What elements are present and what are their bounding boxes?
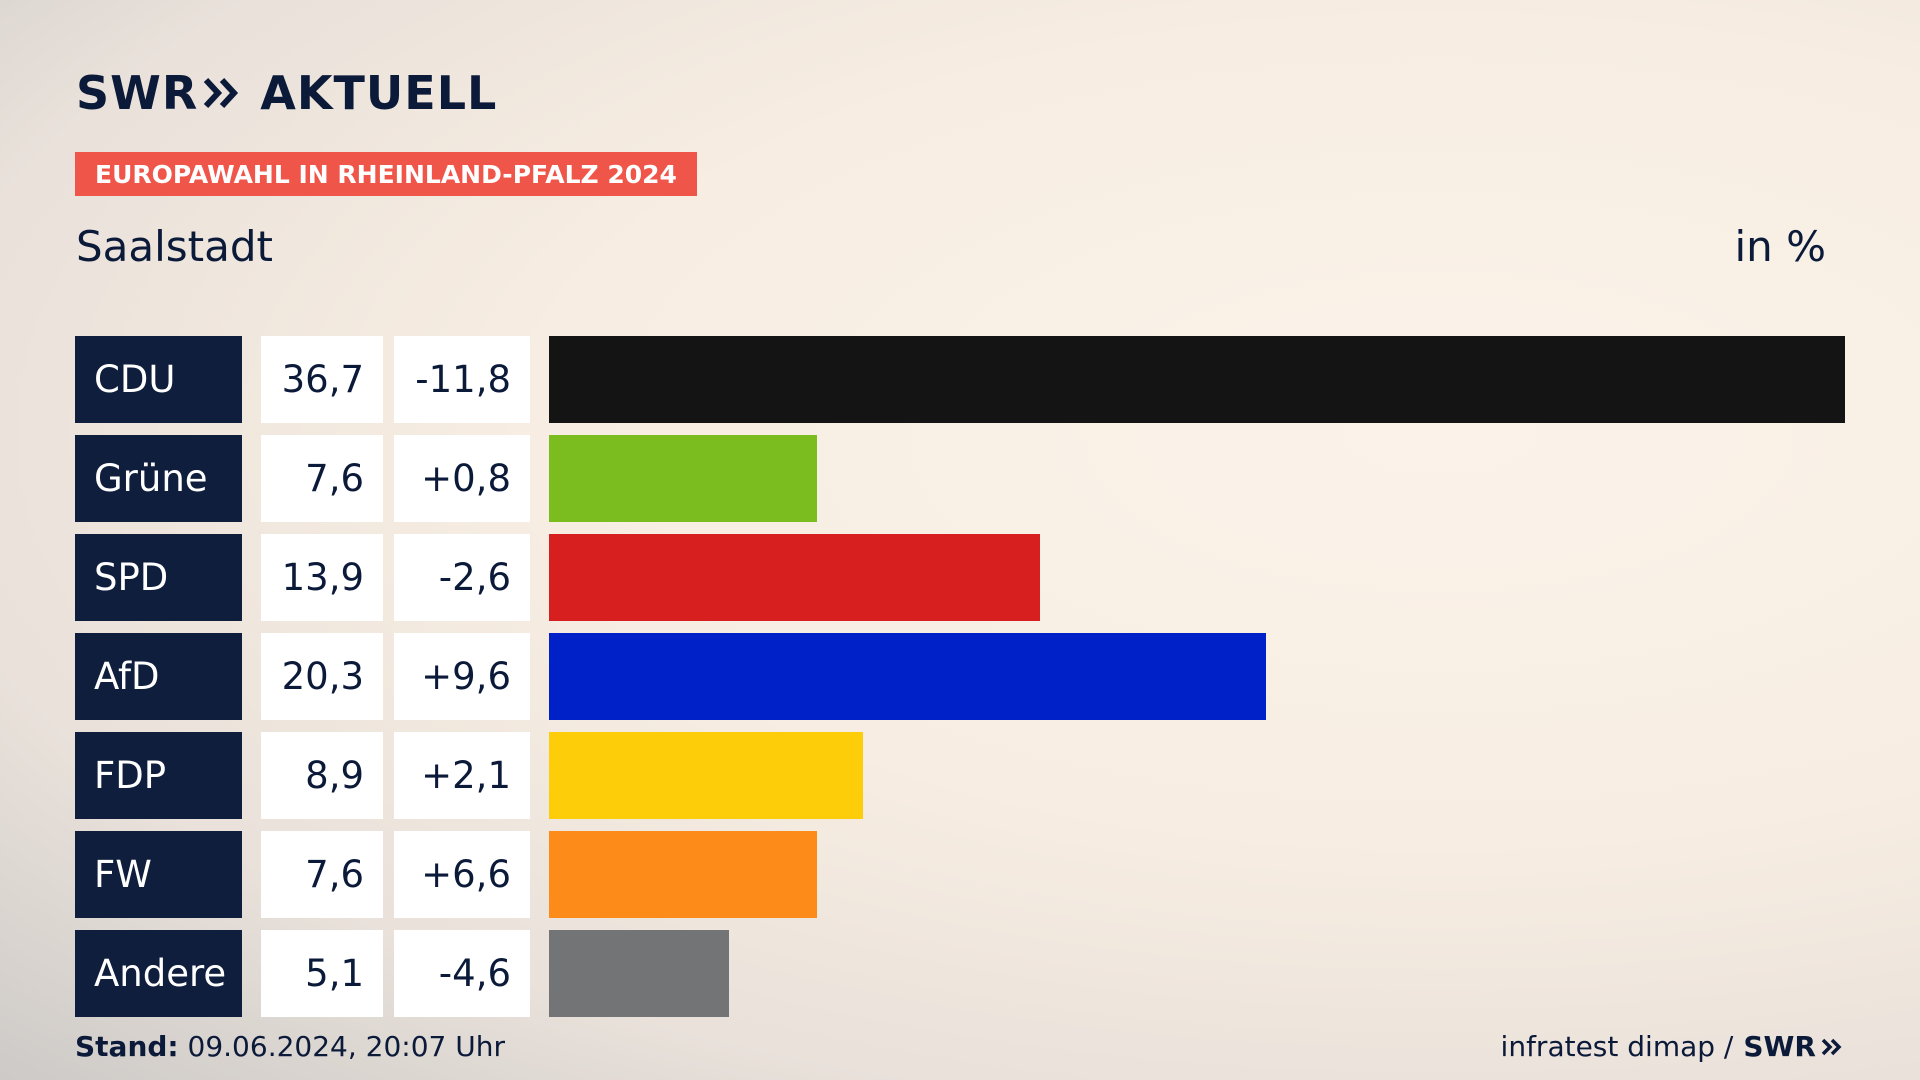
party-label: FDP (75, 732, 242, 819)
result-bar (549, 633, 1266, 720)
election-badge: EUROPAWAHL IN RHEINLAND-PFALZ 2024 (75, 152, 697, 196)
result-row: FW 7,6 +6,6 (75, 831, 1845, 918)
share-value: 36,7 (261, 336, 383, 423)
footer-source: infratest dimap / SWR (1501, 1030, 1844, 1063)
party-label: Andere (75, 930, 242, 1017)
result-row: CDU 36,7 -11,8 (75, 336, 1845, 423)
stand-value: 09.06.2024, 20:07 Uhr (187, 1030, 505, 1063)
share-value: 8,9 (261, 732, 383, 819)
change-value: -4,6 (394, 930, 530, 1017)
result-row: SPD 13,9 -2,6 (75, 534, 1845, 621)
result-bar (549, 336, 1845, 423)
result-row: Andere 5,1 -4,6 (75, 930, 1845, 1017)
source-text: infratest dimap / (1500, 1030, 1734, 1063)
result-bar (549, 831, 817, 918)
result-bar (549, 732, 863, 819)
share-value: 7,6 (261, 831, 383, 918)
result-row: Grüne 7,6 +0,8 (75, 435, 1845, 522)
stand-label: Stand: (75, 1030, 179, 1063)
result-bar (549, 435, 817, 522)
source-brand-logo: SWR (1743, 1030, 1844, 1063)
swr-aktuell-logo: SWR AKTUELL (76, 66, 497, 120)
double-chevron-icon (202, 76, 242, 110)
party-label: FW (75, 831, 242, 918)
result-row: AfD 20,3 +9,6 (75, 633, 1845, 720)
share-value: 7,6 (261, 435, 383, 522)
small-double-chevron-icon (1821, 1038, 1842, 1055)
share-value: 5,1 (261, 930, 383, 1017)
change-value: -11,8 (394, 336, 530, 423)
logo-section: AKTUELL (260, 66, 498, 120)
result-bar (549, 930, 729, 1017)
change-value: +9,6 (394, 633, 530, 720)
logo-brand: SWR (76, 66, 199, 120)
change-value: +2,1 (394, 732, 530, 819)
party-label: AfD (75, 633, 242, 720)
footer-stand: Stand: 09.06.2024, 20:07 Uhr (75, 1030, 505, 1063)
share-value: 20,3 (261, 633, 383, 720)
unit-label: in % (1734, 222, 1826, 271)
result-bar (549, 534, 1040, 621)
result-row: FDP 8,9 +2,1 (75, 732, 1845, 819)
party-label: Grüne (75, 435, 242, 522)
source-brand: SWR (1743, 1030, 1816, 1063)
change-value: +0,8 (394, 435, 530, 522)
change-value: +6,6 (394, 831, 530, 918)
region-title: Saalstadt (76, 222, 274, 271)
change-value: -2,6 (394, 534, 530, 621)
party-label: CDU (75, 336, 242, 423)
party-label: SPD (75, 534, 242, 621)
share-value: 13,9 (261, 534, 383, 621)
